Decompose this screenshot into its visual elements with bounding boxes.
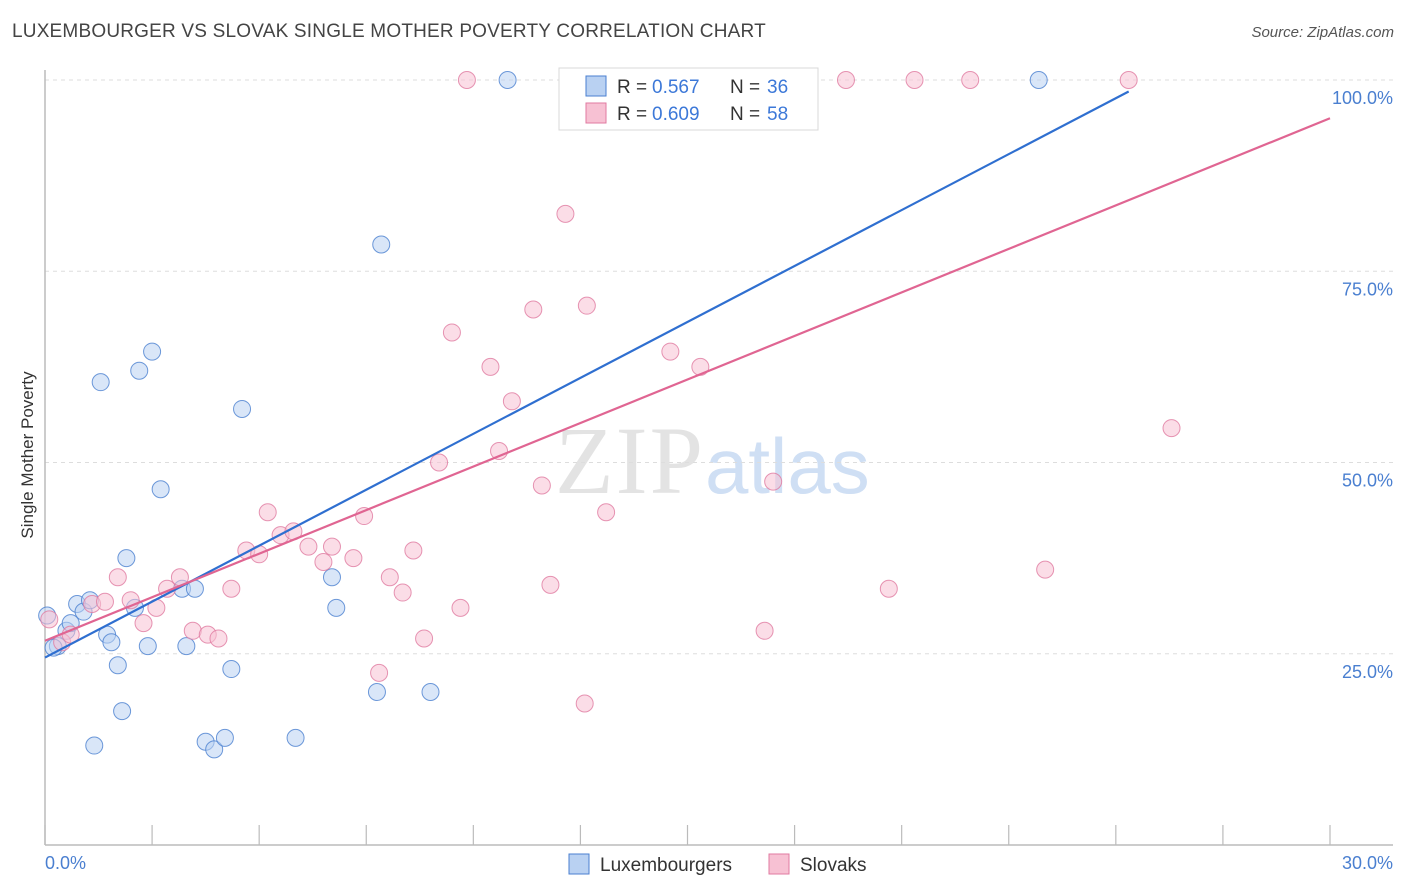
y-tick-label: 25.0% — [1342, 662, 1393, 682]
slovak-point — [344, 549, 363, 568]
slovak-point — [905, 71, 924, 89]
slovak-point — [836, 71, 855, 89]
luxembourger-point — [286, 728, 305, 747]
slovak-point — [108, 568, 127, 587]
luxembourger-point — [151, 480, 170, 499]
slovak-point — [442, 323, 461, 342]
slovak-point — [556, 204, 575, 223]
luxembourger-r-label: R = — [617, 77, 647, 98]
y-tick-label: 50.0% — [1342, 471, 1393, 491]
luxembourger-point — [85, 736, 104, 755]
slovak-point — [541, 575, 560, 594]
x-tick-label: 0.0% — [45, 853, 86, 873]
luxembourger-legend-label: Luxembourgers — [600, 855, 732, 876]
slovak-point — [183, 621, 202, 640]
slovak-point — [299, 537, 318, 556]
luxembourger-point — [108, 656, 127, 675]
luxembourger-point — [102, 633, 121, 652]
slovak-point — [961, 71, 980, 89]
slovak-point — [764, 472, 783, 491]
slovak-r-label: R = — [617, 104, 647, 125]
luxembourger-r-value: 0.567 — [652, 77, 700, 98]
slovak-point — [481, 357, 500, 376]
luxembourger-point — [367, 683, 386, 701]
slovak-point — [380, 568, 399, 587]
slovak-point — [532, 476, 551, 495]
source-label: Source: ZipAtlas.com — [1251, 24, 1394, 41]
slovak-point — [755, 621, 774, 640]
luxembourger-point — [143, 342, 162, 361]
luxembourger-point — [327, 598, 346, 617]
x-tick-label: 30.0% — [1342, 853, 1393, 873]
luxembourger-point — [117, 549, 136, 568]
luxembourger-point — [130, 361, 149, 380]
luxembourger-point — [222, 660, 241, 679]
slovak-n-value: 58 — [767, 104, 788, 125]
slovak-point — [134, 614, 153, 633]
slovak-point — [879, 579, 898, 598]
slovak-point — [40, 610, 59, 629]
slovak-point — [597, 503, 616, 522]
chart-title: LUXEMBOURGER VS SLOVAK SINGLE MOTHER POV… — [12, 21, 766, 42]
luxembourger-point — [372, 235, 391, 254]
luxembourger-point — [91, 373, 110, 392]
luxembourger-point — [113, 702, 132, 721]
luxembourger-n-label: N = — [730, 77, 760, 98]
slovak-point — [393, 583, 412, 602]
luxembourger-trend-line — [44, 90, 1130, 659]
slovak-point — [404, 541, 423, 560]
slovak-point — [577, 296, 596, 315]
slovak-point — [1036, 560, 1055, 579]
slovak-point — [415, 629, 434, 648]
slovak-point — [222, 579, 241, 598]
y-tick-label: 100.0% — [1332, 88, 1393, 108]
luxembourger-stats-swatch — [585, 75, 607, 97]
luxembourger-point — [205, 740, 224, 759]
slovak-point — [430, 453, 449, 472]
luxembourger-point — [215, 728, 234, 747]
slovak-point — [322, 537, 341, 556]
luxembourger-point — [322, 568, 341, 587]
luxembourger-point — [138, 637, 157, 656]
slovak-legend-swatch — [768, 853, 790, 875]
watermark-atlas: atlas — [705, 422, 870, 510]
luxembourger-point — [233, 399, 252, 418]
slovak-trend-line — [44, 117, 1331, 642]
slovak-point — [457, 71, 476, 89]
slovak-point — [451, 598, 470, 617]
watermark: ZIPatlas — [555, 405, 870, 516]
watermark-zip: ZIP — [555, 407, 705, 514]
luxembourger-legend-swatch — [568, 853, 590, 875]
slovak-r-value: 0.609 — [652, 104, 700, 125]
slovak-n-label: N = — [730, 104, 760, 125]
y-tick-label: 75.0% — [1342, 279, 1393, 299]
luxembourger-n-value: 36 — [767, 77, 788, 98]
slovak-point — [95, 592, 114, 611]
luxembourger-point — [177, 637, 196, 656]
slovak-point — [502, 392, 521, 411]
luxembourger-point — [421, 683, 440, 701]
slovak-point — [575, 694, 594, 713]
slovak-point — [370, 663, 389, 682]
slovak-point — [314, 552, 333, 571]
slovak-point — [209, 629, 228, 648]
slovak-point — [661, 342, 680, 361]
slovak-legend-label: Slovaks — [800, 855, 867, 876]
slovak-point — [1119, 71, 1138, 89]
luxembourger-point — [498, 71, 517, 89]
slovak-stats-swatch — [585, 102, 607, 124]
luxembourger-point — [1029, 71, 1048, 89]
slovak-point — [524, 300, 543, 319]
slovak-point — [1162, 419, 1181, 438]
slovak-point — [258, 503, 277, 522]
